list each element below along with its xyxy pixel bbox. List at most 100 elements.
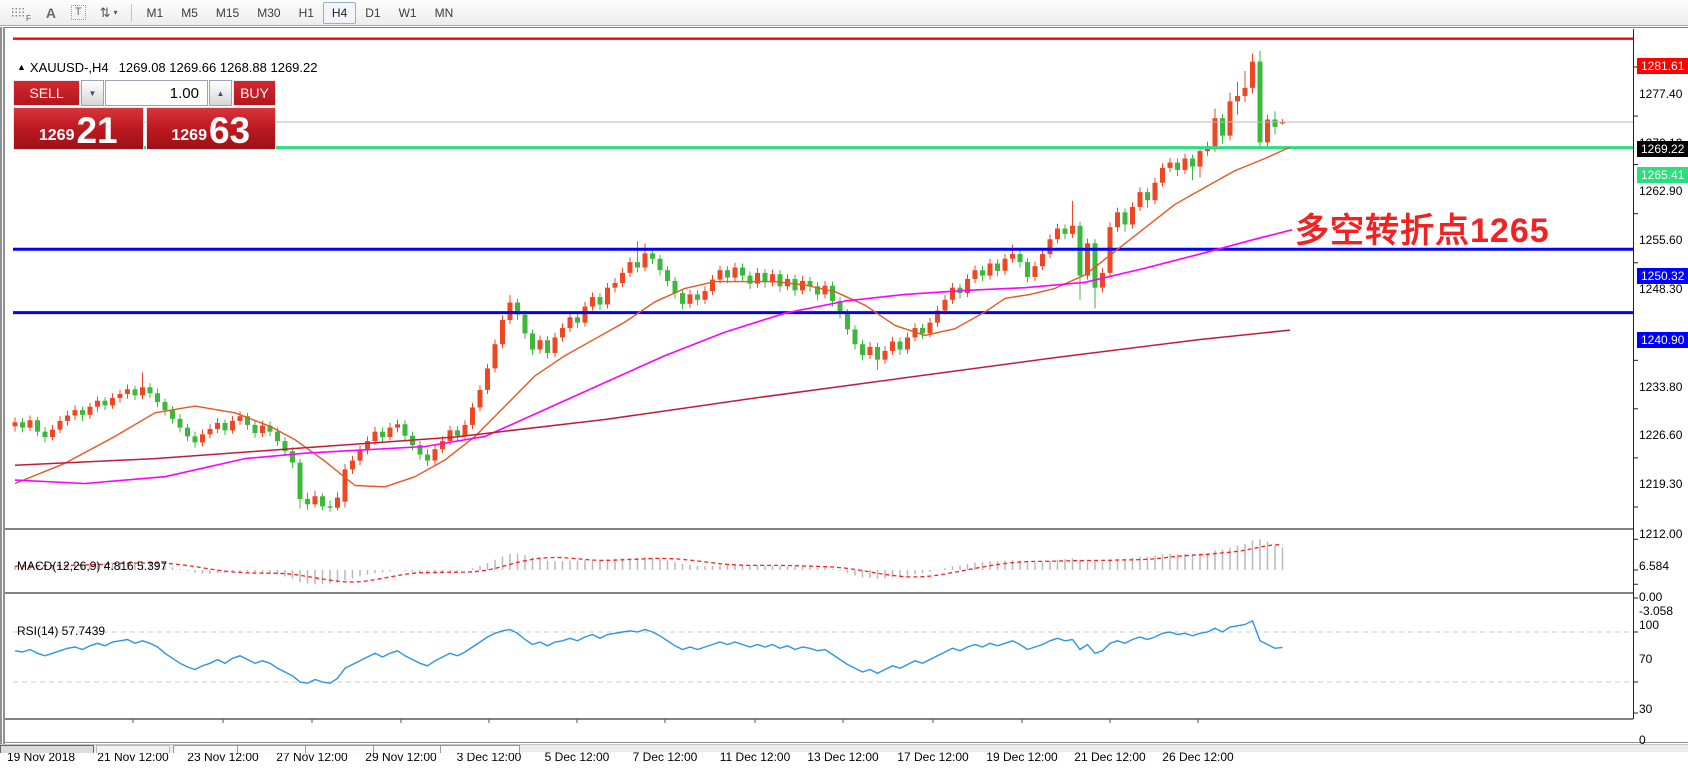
price-tick-label: 1277.40 bbox=[1639, 86, 1683, 101]
chart-title: ▲ XAUUSD-,H4 1269.08 1269.66 1268.88 1269.… bbox=[17, 60, 317, 75]
candle-body bbox=[725, 270, 730, 278]
candle-body bbox=[215, 422, 220, 429]
macd-indicator-label: MACD(12,26,9) 4.816 5.397 bbox=[17, 559, 168, 573]
candle-body bbox=[35, 420, 40, 432]
timeframe-button-M15[interactable]: M15 bbox=[207, 2, 248, 24]
timeframe-button-D1[interactable]: D1 bbox=[356, 2, 389, 24]
timeframe-button-M1[interactable]: M1 bbox=[138, 2, 173, 24]
buy-price[interactable]: 1269 63 bbox=[145, 107, 276, 150]
candle-body bbox=[147, 387, 153, 394]
candle-body bbox=[837, 301, 843, 314]
price-badge: 1281.61 bbox=[1637, 57, 1688, 74]
candle-body bbox=[1212, 118, 1218, 147]
candle-body bbox=[312, 496, 318, 505]
candle-body bbox=[552, 337, 558, 353]
date-label: 13 Dec 12:00 bbox=[807, 750, 879, 764]
chart-canvas[interactable] bbox=[5, 27, 1688, 744]
candle-body bbox=[335, 497, 340, 508]
candle-body bbox=[1197, 151, 1203, 167]
candle-body bbox=[260, 425, 265, 434]
price-axis[interactable]: 1277.401270.101262.901255.601248.301233.… bbox=[1635, 27, 1688, 779]
candle-body bbox=[1070, 225, 1075, 234]
price-tick-label: 1248.30 bbox=[1639, 282, 1683, 297]
chart-tab[interactable] bbox=[96, 745, 170, 753]
sell-price[interactable]: 1269 21 bbox=[13, 107, 144, 150]
sell-price-pips: 21 bbox=[76, 109, 118, 151]
timeframe-button-H4[interactable]: H4 bbox=[322, 1, 357, 24]
chart-tab[interactable] bbox=[0, 745, 94, 753]
candle-body bbox=[650, 253, 655, 259]
buy-button[interactable]: BUY bbox=[233, 80, 276, 106]
symbol-label: XAUUSD-,H4 bbox=[29, 60, 109, 75]
tab-divider bbox=[305, 745, 306, 753]
candle-body bbox=[65, 415, 70, 421]
candle-body bbox=[1040, 254, 1045, 267]
candle-body bbox=[1025, 262, 1030, 277]
candle-body bbox=[162, 402, 168, 411]
symbol-arrow-icon: ▲ bbox=[17, 62, 26, 72]
candle-body bbox=[462, 424, 468, 436]
timeframe-toolbar: M1 M5 M15 M30 H1 H4 D1 W1 MN bbox=[138, 1, 463, 24]
candle-body bbox=[1227, 101, 1233, 136]
text-label-icon[interactable]: T bbox=[64, 2, 93, 24]
snap-grid-icon[interactable]: F bbox=[4, 2, 38, 24]
candle-body bbox=[1115, 212, 1120, 228]
candle-body bbox=[342, 469, 348, 502]
candle-body bbox=[942, 299, 948, 311]
candle-body bbox=[1010, 254, 1015, 259]
candle-body bbox=[402, 424, 408, 436]
volume-up-button[interactable]: ▲ bbox=[209, 80, 232, 106]
candle-body bbox=[1242, 87, 1248, 96]
candle-body bbox=[447, 430, 453, 442]
tab-divider bbox=[373, 745, 374, 753]
candle-body bbox=[12, 422, 18, 427]
candle-body bbox=[935, 310, 940, 323]
candle-body bbox=[95, 400, 100, 407]
candle-body bbox=[500, 319, 505, 345]
candle-body bbox=[20, 422, 25, 428]
grid-dots-icon bbox=[11, 7, 25, 18]
volume-down-button[interactable]: ▼ bbox=[81, 80, 104, 106]
timeframe-button-MN[interactable]: MN bbox=[426, 2, 463, 24]
date-label: 19 Dec 12:00 bbox=[986, 750, 1058, 764]
candle-body bbox=[1137, 192, 1143, 207]
candle-body bbox=[140, 387, 145, 396]
rsi-tick-label: 30 bbox=[1639, 701, 1653, 716]
candle-body bbox=[582, 306, 588, 323]
font-arrow-icon[interactable]: A bbox=[38, 2, 64, 24]
candle-body bbox=[245, 416, 250, 425]
candle-body bbox=[425, 454, 430, 461]
volume-input[interactable]: 1.00 bbox=[105, 80, 208, 106]
timeframe-button-H1[interactable]: H1 bbox=[290, 2, 323, 24]
candle-body bbox=[882, 350, 888, 360]
chart-window: ▲ XAUUSD-,H4 1269.08 1269.66 1268.88 1269.… bbox=[0, 27, 1688, 764]
candle-body bbox=[132, 389, 138, 396]
candle-body bbox=[560, 328, 565, 338]
date-label: 5 Dec 12:00 bbox=[544, 750, 610, 764]
candle-body bbox=[710, 279, 715, 292]
candle-body bbox=[372, 431, 378, 442]
candle-body bbox=[432, 449, 438, 461]
timeframe-button-M30[interactable]: M30 bbox=[248, 2, 289, 24]
timeframe-button-M5[interactable]: M5 bbox=[172, 2, 207, 24]
sell-button[interactable]: SELL bbox=[13, 80, 80, 106]
candle-body bbox=[282, 441, 288, 452]
arrange-objects-icon[interactable]: ⇅ ▾ bbox=[93, 2, 125, 24]
rsi-tick-label: 0 bbox=[1639, 733, 1646, 747]
ma-fast bbox=[14, 146, 1291, 488]
candle-body bbox=[755, 272, 760, 284]
candle-body bbox=[320, 496, 325, 507]
candle-body bbox=[72, 410, 78, 416]
candle-body bbox=[267, 425, 273, 432]
candle-body bbox=[792, 278, 798, 291]
date-label: 21 Dec 12:00 bbox=[1074, 750, 1146, 764]
timeframe-button-W1[interactable]: W1 bbox=[390, 2, 426, 24]
price-tick-label: 1226.60 bbox=[1639, 428, 1683, 443]
candle-body bbox=[125, 389, 130, 394]
candle-body bbox=[1062, 228, 1068, 234]
candle-body bbox=[230, 420, 235, 431]
price-badge: 1250.32 bbox=[1637, 268, 1688, 285]
candle-body bbox=[845, 313, 850, 330]
chart-tab[interactable] bbox=[173, 745, 520, 753]
candle-body bbox=[815, 286, 820, 295]
